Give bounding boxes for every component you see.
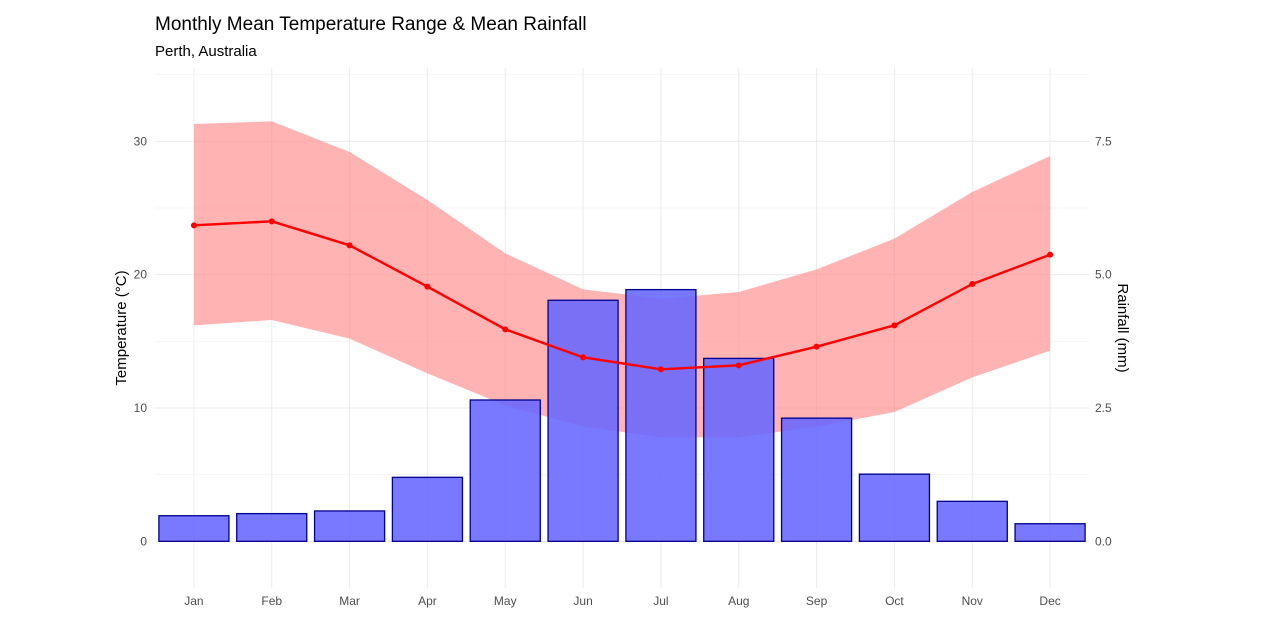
- rainfall-bar: [858, 473, 931, 542]
- y2-tick-label: 2.5: [1095, 401, 1112, 415]
- mean-temperature-point: [657, 366, 664, 373]
- x-tick-label: Sep: [806, 594, 828, 608]
- mean-temperature-point: [735, 362, 742, 369]
- x-tick-label: May: [494, 594, 517, 608]
- mean-temperature-line-layer: [190, 218, 1054, 373]
- x-tick-label: Nov: [962, 594, 983, 608]
- y2-tick-label: 5.0: [1095, 268, 1112, 282]
- axis-layer: 0 10 20 30 0.0 2.5 5.0 7.5 Jan Feb Mar Apr May Jun Jul…: [134, 134, 1112, 608]
- y2-axis-title: Rainfall (mm): [1114, 283, 1131, 372]
- rainfall-bar: [936, 500, 1008, 542]
- y-tick-label: 20: [134, 268, 148, 282]
- chart-subtitle: Perth, Australia: [155, 43, 257, 60]
- mean-temperature-point: [580, 354, 587, 361]
- rainfall-bar-layer: [158, 288, 1086, 542]
- rainfall-bar: [391, 476, 464, 542]
- mean-temperature-point: [424, 283, 431, 290]
- x-tick-label: Jul: [653, 594, 668, 608]
- rainfall-bar: [1014, 523, 1086, 542]
- rainfall-bar: [158, 515, 230, 542]
- x-tick-label: Jan: [184, 594, 203, 608]
- mean-temperature-point: [502, 326, 509, 333]
- x-tick-label: Dec: [1039, 594, 1060, 608]
- x-tick-label: Jun: [573, 594, 592, 608]
- rainfall-bar: [313, 510, 386, 542]
- mean-temperature-point: [891, 322, 898, 329]
- rainfall-bar: [236, 512, 308, 542]
- y2-tick-label: 7.5: [1095, 134, 1112, 148]
- y-tick-label: 10: [134, 401, 148, 415]
- rainfall-bar: [469, 399, 541, 542]
- rainfall-bar: [780, 417, 853, 542]
- mean-temperature-line: [193, 220, 1051, 371]
- mean-temperature-point: [813, 343, 820, 350]
- y-tick-label: 0: [140, 534, 147, 548]
- y2-tick-label: 0.0: [1095, 534, 1112, 548]
- y-tick-label: 30: [134, 134, 148, 148]
- x-tick-label: Aug: [728, 594, 749, 608]
- mean-temperature-point: [190, 222, 197, 229]
- rainfall-bar: [547, 299, 619, 542]
- mean-temperature-point: [346, 242, 353, 249]
- x-tick-label: Mar: [339, 594, 360, 608]
- rainfall-bar: [703, 357, 775, 542]
- mean-temperature-point: [268, 218, 275, 225]
- x-tick-label: Feb: [261, 594, 282, 608]
- temperature-range-ribbon: [193, 121, 1051, 438]
- mean-temperature-point: [1047, 251, 1054, 258]
- chart-title: Monthly Mean Temperature Range & Mean Ra…: [155, 14, 587, 35]
- y-axis-title: Temperature (°C): [113, 270, 130, 385]
- temperature-range-ribbon-layer: [193, 121, 1051, 438]
- x-tick-label: Apr: [418, 594, 437, 608]
- x-tick-label: Oct: [885, 594, 904, 608]
- mean-temperature-point: [969, 281, 976, 287]
- rainfall-bar: [625, 288, 697, 542]
